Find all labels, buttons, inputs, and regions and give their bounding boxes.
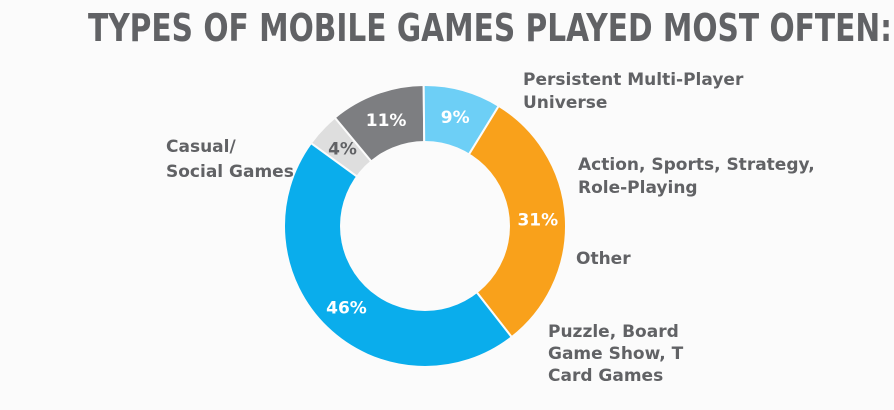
slice-percent-label: 11% <box>366 111 407 131</box>
category-label-line: Card Games <box>548 366 663 386</box>
donut-hole <box>340 141 510 311</box>
slice-category-label: Action, Sports, Strategy, Role-Playing <box>578 155 815 198</box>
category-label-line: Game Show, T <box>548 344 684 364</box>
percent-labels: 4% 11% 9% 31% 46% <box>326 108 558 318</box>
slice-percent-label: 46% <box>326 298 367 318</box>
slice-percent-label: 31% <box>517 211 558 231</box>
category-labels: Persistent Multi-Player Universe Action, S… <box>166 70 815 386</box>
category-label-line: Action, Sports, Strategy, <box>578 155 815 175</box>
category-label-line: Other <box>576 249 631 269</box>
category-label-line: Puzzle, Board <box>548 322 679 342</box>
slice-percent-label: 9% <box>441 108 470 128</box>
slice-category-label: Casual/Social Games <box>166 137 294 182</box>
category-label-line: Universe <box>523 93 607 113</box>
category-label-line: Social Games <box>166 162 294 182</box>
slice-percent-label: 4% <box>328 140 357 160</box>
category-label-line: Persistent Multi-Player <box>523 70 744 90</box>
slice-category-label: Puzzle, Board Game Show, T Card Games <box>548 322 684 386</box>
category-label-line: Casual/ <box>166 137 236 157</box>
category-label-line: Role-Playing <box>578 178 698 198</box>
slice-category-label: Other <box>576 249 631 269</box>
slice-category-label: Persistent Multi-Player Universe <box>523 70 744 113</box>
